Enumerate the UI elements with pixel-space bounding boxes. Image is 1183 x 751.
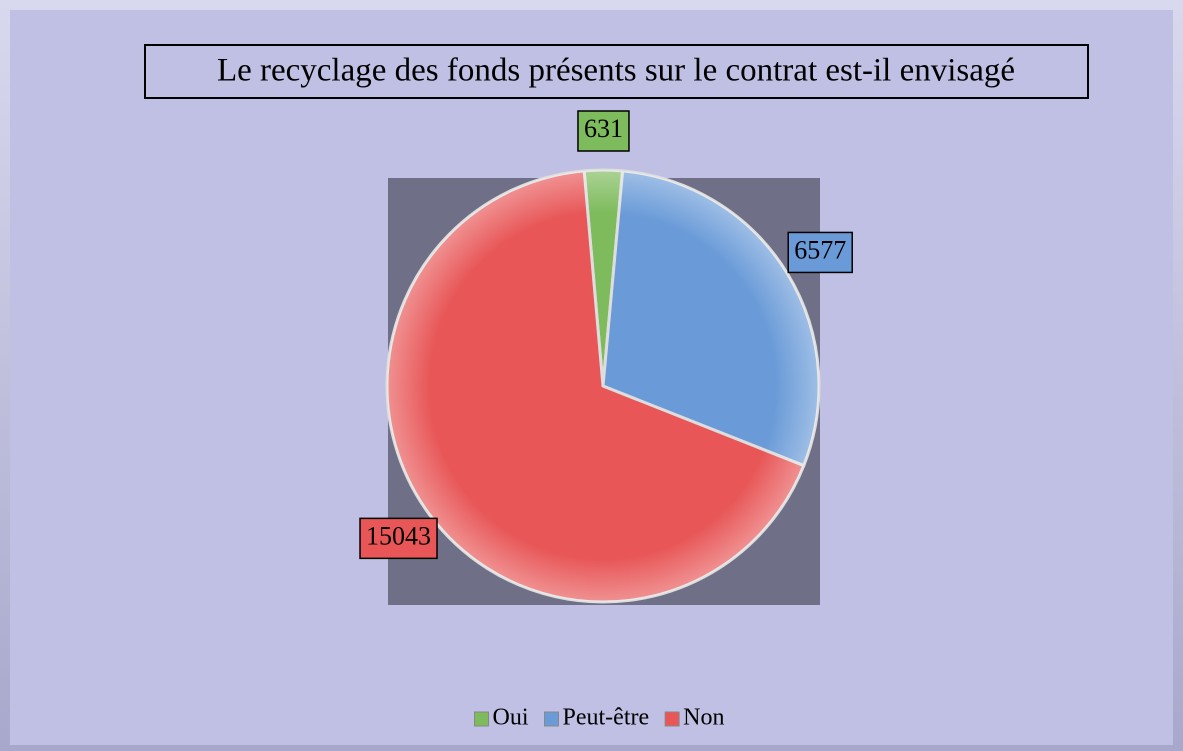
pie: [385, 168, 821, 604]
data-label: 6577: [794, 235, 846, 264]
data-label: 15043: [366, 521, 431, 550]
data-label: 631: [584, 114, 623, 143]
legend-swatch: [474, 711, 490, 727]
pie-sheen: [387, 170, 819, 602]
legend-label: Oui: [493, 705, 529, 731]
legend-swatch: [664, 711, 680, 727]
legend: Oui Peut-être Non: [474, 705, 724, 731]
legend-label: Peut-être: [563, 705, 650, 731]
chart-title: Le recyclage des fonds présents sur le c…: [217, 53, 1015, 89]
data-label-box: [359, 517, 438, 560]
data-label-box: [577, 110, 630, 152]
data-label-box: [787, 231, 853, 274]
legend-swatch: [544, 711, 560, 727]
title-box: [144, 44, 1089, 99]
legend-label: Non: [683, 705, 724, 731]
